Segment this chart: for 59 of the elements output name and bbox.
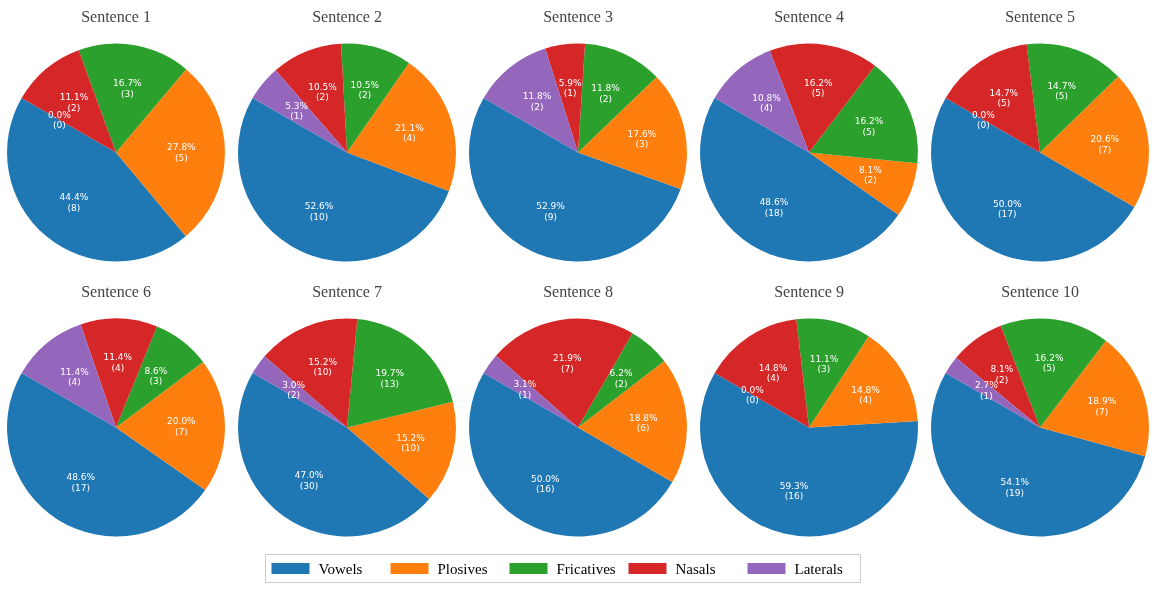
- data-label: 10.5% (2): [308, 81, 338, 103]
- chart-title: Sentence 6: [81, 282, 151, 300]
- legend-label: Vowels: [318, 560, 363, 577]
- data-label: 18.8% (6): [628, 412, 658, 434]
- data-label: 10.5% (2): [350, 79, 380, 101]
- chart-title: Sentence 1: [81, 7, 151, 25]
- data-label: 27.8% (5): [167, 142, 197, 163]
- data-label: 16.2% (5): [1034, 352, 1064, 374]
- data-label: 17.6% (3): [627, 128, 657, 150]
- text: 0.0% (0): [971, 109, 995, 131]
- data-label: 48.6% (17): [66, 472, 96, 493]
- chart-title: Sentence 8: [543, 282, 613, 300]
- data-label: 8.6% (3): [144, 365, 168, 387]
- data-label: 59.3% (16): [779, 480, 809, 502]
- chart-title: Sentence 3: [543, 7, 613, 25]
- data-label: 21.9% (7): [553, 353, 583, 374]
- data-label: 52.9% (9): [536, 201, 566, 222]
- data-label: 11.1% (3): [809, 353, 839, 375]
- data-label: 50.0% (17): [993, 198, 1023, 220]
- data-label: 11.8% (2): [591, 83, 621, 104]
- chart-title: Sentence 2: [312, 7, 382, 25]
- data-label: 21.1% (4): [395, 122, 425, 144]
- chart-title: Sentence 7: [312, 282, 382, 300]
- data-label: 5.3% (1): [285, 100, 309, 122]
- data-label: 16.2% (5): [854, 116, 884, 137]
- data-label: 15.2% (10): [396, 432, 426, 454]
- data-label: 48.6% (18): [759, 197, 789, 218]
- data-label: 11.8% (2): [522, 91, 552, 112]
- text: 0.0% (0): [740, 384, 764, 406]
- data-label: 15.2% (10): [308, 356, 338, 378]
- data-label: 11.4% (4): [103, 352, 133, 373]
- chart-title: Sentence 5: [1005, 7, 1075, 25]
- chart-title: Sentence 4: [774, 7, 844, 25]
- data-label: 20.0% (7): [167, 416, 197, 437]
- data-label: 20.6% (7): [1090, 134, 1120, 155]
- data-label: 14.7% (5): [989, 87, 1019, 109]
- data-label: 54.1% (19): [1000, 477, 1030, 498]
- data-label: 52.6% (10): [304, 201, 334, 222]
- legend-label: Nasals: [675, 560, 716, 577]
- data-label: 44.4% (8): [59, 192, 89, 213]
- data-label: 16.2% (5): [803, 77, 833, 99]
- legend-label: Plosives: [437, 560, 488, 577]
- data-label: 50.0% (16): [531, 473, 561, 495]
- data-label: 5.9% (1): [558, 77, 583, 99]
- data-label: 14.8% (4): [758, 362, 788, 384]
- chart-title: Sentence 10: [1001, 282, 1079, 300]
- data-label: 47.0% (30): [294, 470, 324, 491]
- data-label: 14.7% (5): [1047, 80, 1077, 102]
- data-label: 19.7% (13): [375, 368, 405, 389]
- legend-label: Laterals: [794, 560, 843, 577]
- data-label: 8.1% (2): [858, 164, 883, 186]
- data-label: 14.8% (4): [851, 384, 881, 406]
- data-label: 6.2% (2): [609, 368, 633, 389]
- data-label: 16.7% (3): [113, 78, 143, 99]
- data-label: 10.8% (4): [752, 92, 782, 114]
- data-label: 18.9% (7): [1087, 396, 1117, 417]
- legend-label: Fricatives: [556, 560, 616, 577]
- data-label: 11.4% (4): [60, 366, 90, 388]
- chart-title: Sentence 9: [774, 282, 844, 300]
